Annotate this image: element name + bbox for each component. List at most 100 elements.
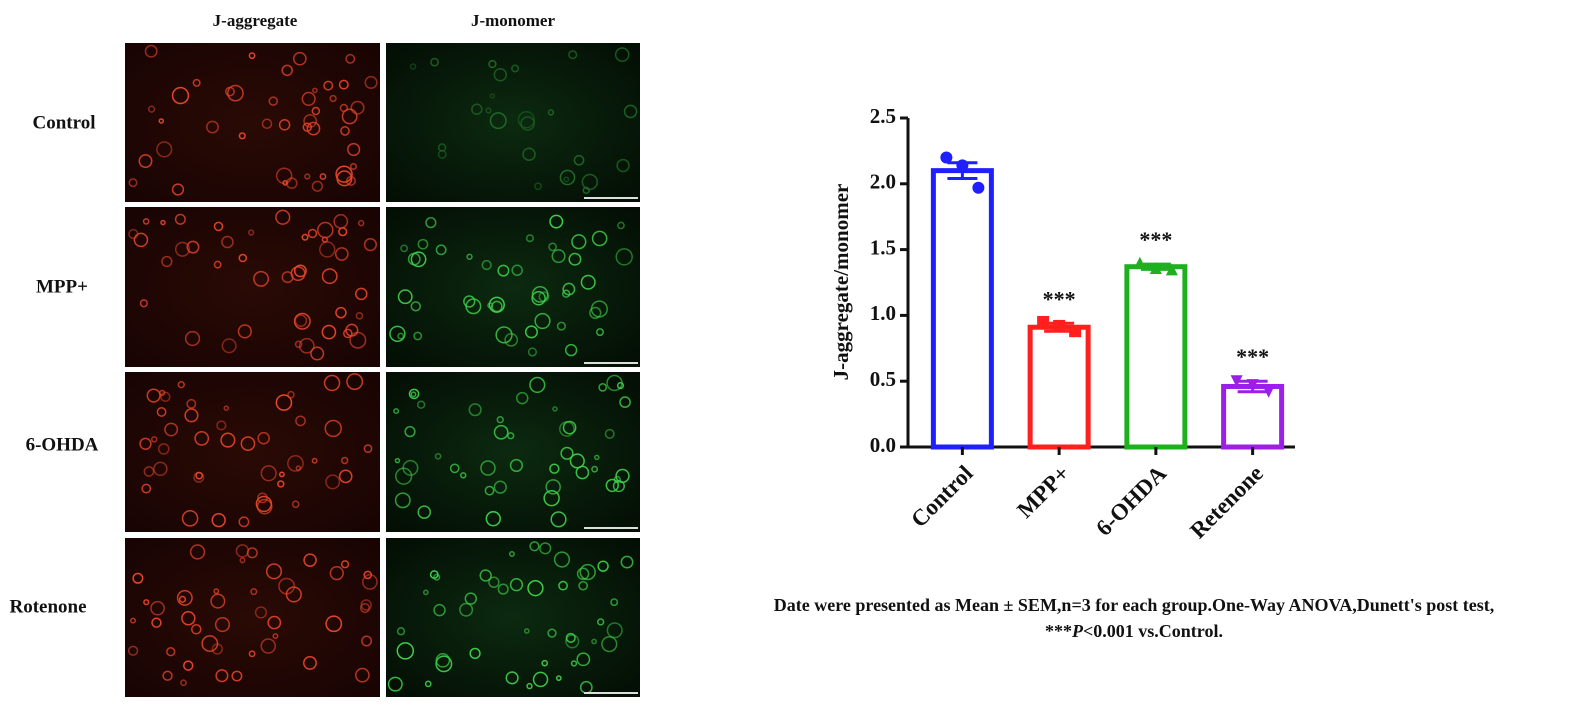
micrographs [125,43,640,697]
cell [129,617,137,624]
cell [239,557,246,564]
cell [364,75,378,90]
cell [417,238,429,250]
cell [558,580,568,591]
cell [532,671,549,688]
cell [287,390,295,399]
cell [549,463,560,474]
cell [396,627,406,636]
cell [594,454,600,461]
cell [509,458,523,473]
cell [598,383,608,392]
cell [260,465,277,482]
cell [146,388,161,403]
cell [619,396,631,408]
cell [303,114,318,128]
micrograph-background [386,207,640,367]
micrograph [125,207,380,367]
cell [616,382,625,390]
cell [248,52,256,60]
cell [591,465,599,473]
cell [312,87,318,94]
cell [363,444,373,454]
cell [141,483,152,494]
cell [526,682,533,690]
cell [143,599,150,606]
x-tick-label: MPP+ [1012,461,1074,523]
cell [523,628,530,634]
cell [133,232,149,248]
micrograph-background [125,207,380,367]
cell [166,647,176,657]
cell [435,244,447,256]
cell [210,593,226,609]
cell [578,580,588,591]
micrograph [125,538,380,697]
micrograph [125,372,380,532]
cell [524,325,538,339]
cell [161,255,173,268]
cell [304,173,311,180]
cell [307,228,318,239]
cell [394,492,411,509]
cell [174,241,191,257]
cell [186,240,200,254]
cell [610,598,619,607]
cell [150,600,165,616]
cell [151,436,158,443]
cell [487,302,494,309]
cell [255,495,273,513]
cell [573,154,585,166]
cell [511,64,520,73]
cell [213,588,220,595]
cell [151,617,162,628]
cell [548,242,557,252]
data-point [1246,379,1259,392]
data-point [956,159,969,172]
x-tick-label: 6-OHDA [1091,460,1171,540]
cell [195,471,203,480]
cell [214,617,231,633]
cell [359,602,371,614]
cell [555,675,562,682]
cell [497,583,509,595]
cell [178,595,187,603]
cell [291,500,300,509]
cell [488,576,500,589]
cell [496,416,504,424]
significance-label: *** [1236,344,1269,369]
cell [617,221,625,230]
cell [434,452,442,460]
cell [254,606,268,619]
cell [238,132,246,140]
cell [231,670,243,682]
cell [545,479,561,495]
cell [281,271,294,284]
micrograph [386,538,640,697]
cell [576,567,590,581]
cell [551,249,566,264]
cell [495,326,513,344]
cell [481,259,492,271]
cell [329,565,344,581]
cell [321,236,328,243]
cell [430,57,439,67]
cell [301,91,316,107]
micrograph-background [386,43,640,202]
x-tick-label: Retenone [1185,461,1268,544]
row-label: MPP+ [36,276,88,297]
y-tick-label: 2.5 [870,104,896,128]
cell [569,453,585,469]
cell [581,173,599,191]
cell [248,650,256,658]
cell [293,264,307,278]
cell [553,551,571,568]
cell [311,106,321,116]
cell [257,431,270,445]
cell [568,252,582,266]
cell [345,53,356,64]
cell [201,635,219,652]
cell [323,80,334,91]
cell [281,64,293,77]
cell [267,615,282,630]
